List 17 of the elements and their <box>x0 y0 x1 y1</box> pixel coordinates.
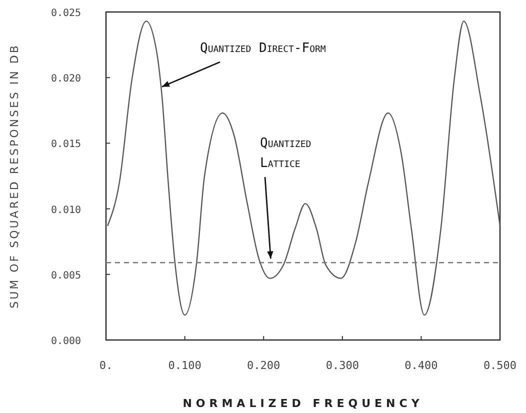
line-series <box>106 20 501 316</box>
annotation: Quantized Lattice <box>260 136 312 171</box>
y-tick-label: 0.005 <box>50 270 82 282</box>
annotation: Quantized Direct-Form <box>200 41 326 56</box>
y-tick-label: 0.020 <box>50 74 82 85</box>
y-tick-label: 0.010 <box>50 204 82 216</box>
y-tick-label: 0.000 <box>50 336 82 347</box>
x-tick-label: 0.200 <box>247 359 280 372</box>
x-axis-title: NORMALIZED FREQUENCY <box>182 397 424 410</box>
x-tick-label: 0.500 <box>483 359 517 372</box>
x-tick-label: 0. <box>99 359 113 372</box>
y-axis-title: SUM OF SQUARED RESPONSES IN DB <box>8 44 21 308</box>
x-tick-label: 0.400 <box>404 359 438 372</box>
x-tick-label: 0.300 <box>326 359 359 372</box>
y-tick-label: 0.025 <box>50 8 82 19</box>
x-tick-label: 0.100 <box>168 359 202 372</box>
y-tick-label: 0.015 <box>50 139 82 150</box>
